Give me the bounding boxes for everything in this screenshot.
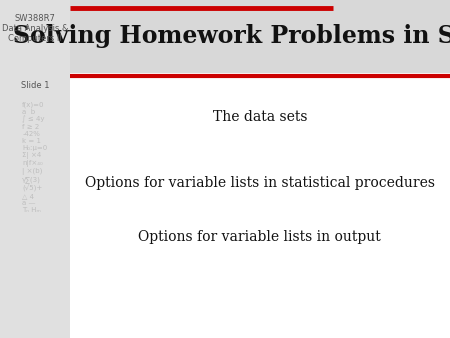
Text: Slide 1: Slide 1 <box>21 81 49 90</box>
FancyBboxPatch shape <box>70 73 450 338</box>
Text: f(x)=0
a  b
∫ ≤ 4y
f ≥ 2
-42%
k = 1
H₀:μ=0
Σ| ×4
n|f×₄₀
| ×(b)
γ∑(3)
(√5)+
△ 4
a: f(x)=0 a b ∫ ≤ 4y f ≥ 2 -42% k = 1 H₀:μ=… <box>22 101 48 213</box>
Text: The data sets: The data sets <box>212 110 307 124</box>
Text: Options for variable lists in statistical procedures: Options for variable lists in statistica… <box>85 175 435 190</box>
Text: Options for variable lists in output: Options for variable lists in output <box>139 230 381 244</box>
FancyBboxPatch shape <box>0 0 70 338</box>
Text: Solving Homework Problems in SPSS: Solving Homework Problems in SPSS <box>14 24 450 48</box>
FancyBboxPatch shape <box>70 0 450 73</box>
Text: SW388R7
Data Analysis &
Computers II: SW388R7 Data Analysis & Computers II <box>2 14 68 43</box>
